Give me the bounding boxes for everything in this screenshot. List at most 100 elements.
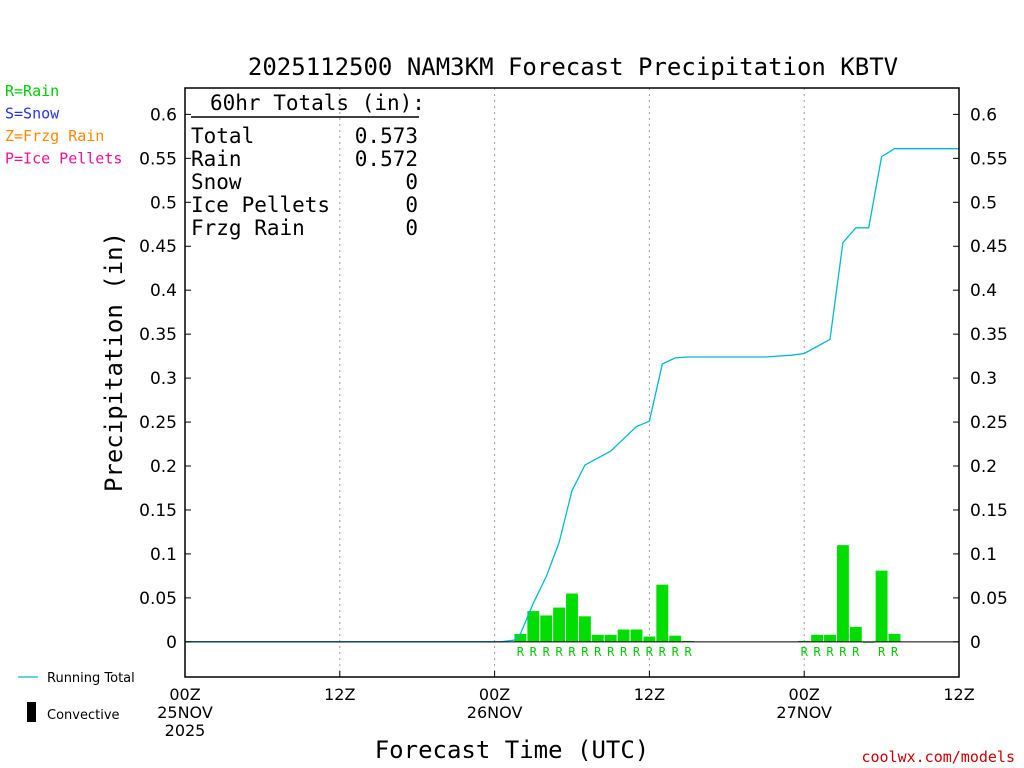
y-tick-label: 0.15 [970, 501, 1008, 521]
y-tick-label: 0.6 [150, 105, 177, 125]
precip-type-label: R [594, 645, 602, 659]
chart-title: 2025112500 NAM3KM Forecast Precipitation… [248, 53, 898, 81]
y-tick-label: 0.15 [139, 501, 177, 521]
convective-legend-swatch [27, 702, 36, 722]
y-tick-label: 0.1 [970, 545, 997, 565]
type-legend-item: Z=Frzg Rain [5, 127, 104, 145]
precip-type-label: R [826, 645, 834, 659]
precip-type-label: R [633, 645, 641, 659]
y-tick-label: 0.4 [150, 281, 177, 301]
precip-type-label: R [581, 645, 589, 659]
totals-row-value: 0 [405, 170, 418, 194]
plot-frame [184, 87, 960, 678]
x-tick-label: 00Z [169, 685, 200, 704]
precip-bar [849, 626, 862, 642]
credit-link[interactable]: coolwx.com/models [861, 748, 1015, 766]
precip-type-label: R [646, 645, 654, 659]
totals-header: 60hr Totals (in): [210, 91, 425, 115]
totals-row-value: 0.572 [355, 147, 418, 171]
precip-bar [566, 593, 578, 642]
totals-row-value: 0.573 [355, 124, 418, 148]
x-tick-label: 25NOV [157, 703, 213, 722]
precip-bar [643, 636, 656, 642]
precip-bar [617, 629, 630, 642]
precip-bar [656, 584, 669, 642]
precip-type-label: R [672, 645, 680, 659]
precip-type-label: R [878, 645, 886, 659]
y-tick-label: 0 [166, 633, 177, 653]
y-tick-label: 0.6 [970, 105, 997, 125]
x-tick-label: 26NOV [467, 703, 523, 722]
convective-legend-label: Convective [47, 708, 120, 723]
precip-type-label: R [568, 645, 576, 659]
y-tick-label: 0 [970, 633, 981, 653]
totals-row-label: Ice Pellets [191, 193, 330, 217]
type-legend-item: P=Ice Pellets [5, 150, 122, 168]
y-tick-label: 0.4 [970, 281, 997, 301]
line-legend: Running Total Convective [18, 671, 135, 723]
precip-type-label: R [659, 645, 667, 659]
totals-row-label: Total [191, 124, 254, 148]
precip-type-label: R [684, 645, 692, 659]
running-total-line [185, 148, 959, 643]
precip-bar [875, 570, 888, 642]
precip-bar [824, 634, 836, 642]
y-tick-label: 0.5 [970, 193, 997, 213]
y-tick-label: 0.25 [970, 413, 1008, 433]
precip-bar [669, 635, 682, 642]
precip-type-label: R [543, 645, 551, 659]
precip-bar [811, 634, 824, 642]
running-total-legend-label: Running Total [47, 671, 135, 686]
x-tick-label: 12Z [634, 685, 665, 704]
totals-rows: Total 0.573 Rain 0.572 Snow 0 Ice Pellets 0 Frzg… [191, 124, 418, 240]
y-tick-label: 0.45 [139, 237, 177, 257]
y-tick-label: 0.1 [150, 545, 177, 565]
x-tick-label: 12Z [324, 685, 355, 704]
x-tick-label: 00Z [789, 685, 820, 704]
precip-bar [527, 611, 540, 642]
precip-type-label: R [555, 645, 563, 659]
totals-box: 60hr Totals (in): Total 0.573 Rain 0.572 Sno… [191, 91, 425, 240]
type-legend-item: S=Snow [5, 105, 60, 123]
precip-bar [578, 616, 591, 642]
precip-type-label: R [801, 645, 809, 659]
totals-row-label: Snow [191, 170, 242, 194]
precip-bar [540, 615, 553, 642]
precip-bar [888, 633, 901, 642]
precip-type-label: R [517, 645, 525, 659]
x-tick-label: 12Z [943, 685, 974, 704]
y-tick-label: 0.35 [970, 325, 1008, 345]
y-axis-right-ticks: 0 0.05 0.1 0.15 0.2 0.25 0.3 0.35 0.4 0.45 0.5 0.55… [953, 105, 1008, 653]
precip-type-label: R [839, 645, 847, 659]
y-tick-label: 0.35 [139, 325, 177, 345]
type-legend-item: R=Rain [5, 82, 59, 100]
vertical-gridlines [339, 88, 805, 677]
x-tick-label: 27NOV [776, 703, 832, 722]
x-axis-label: Forecast Time (UTC) [375, 736, 650, 764]
y-tick-label: 0.55 [970, 149, 1008, 169]
y-tick-label: 0.45 [970, 237, 1008, 257]
precip-type-label: R [607, 645, 615, 659]
precip-bar [553, 607, 566, 642]
y-axis-label: Precipitation (in) [100, 232, 128, 492]
precip-type-legend: R=Rain S=Snow Z=Frzg Rain P=Ice Pellets [5, 82, 122, 168]
totals-row-value: 0 [405, 193, 418, 217]
precip-bar [604, 634, 617, 642]
y-tick-label: 0.2 [970, 457, 997, 477]
totals-row-label: Rain [191, 147, 242, 171]
precip-bars [514, 545, 901, 643]
y-tick-label: 0.5 [150, 193, 177, 213]
precip-bar [514, 633, 527, 642]
y-tick-label: 0.55 [139, 149, 177, 169]
precip-bar [630, 629, 643, 642]
precip-type-label: R [620, 645, 628, 659]
x-tick-label: 2025 [165, 721, 206, 740]
precip-bar [836, 545, 849, 642]
x-tick-label: 00Z [479, 685, 510, 704]
y-tick-label: 0.05 [970, 589, 1008, 609]
totals-row-value: 0 [405, 216, 418, 240]
precip-type-label: R [852, 645, 860, 659]
